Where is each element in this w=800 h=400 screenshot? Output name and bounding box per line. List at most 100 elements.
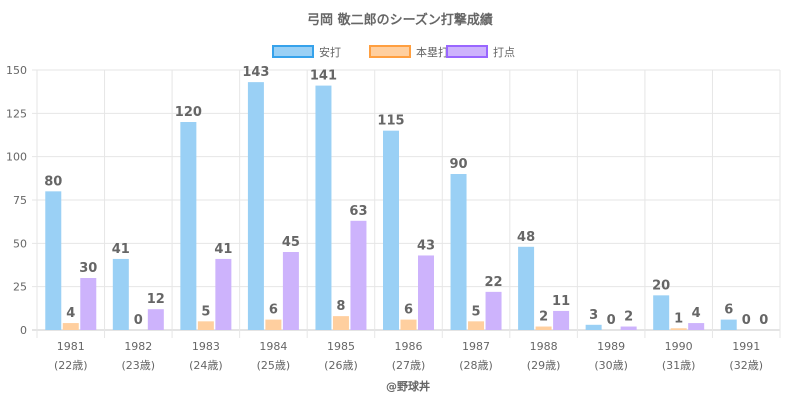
data-label: 41: [112, 242, 130, 257]
y-tick-label: 125: [6, 107, 27, 120]
x-tick-label: 1989: [597, 340, 625, 353]
bar-本塁打-1985: [332, 316, 349, 330]
data-label: 22: [484, 275, 502, 290]
bar-安打-1985: [315, 85, 332, 330]
bar-打点-1981: [80, 278, 97, 330]
data-label: 115: [377, 114, 404, 129]
data-label: 43: [417, 238, 435, 253]
bar-打点-1983: [215, 258, 232, 330]
x-tick-label: 1985: [327, 340, 355, 353]
bar-安打-1990: [653, 295, 670, 330]
x-tick-sublabel: (22歳): [54, 359, 88, 372]
bar-本塁打-1981: [62, 323, 79, 330]
data-label: 0: [742, 313, 751, 328]
data-label: 6: [269, 303, 278, 318]
data-label: 63: [349, 204, 367, 219]
data-label: 30: [79, 261, 97, 276]
x-tick-label: 1983: [192, 340, 220, 353]
x-tick-sublabel: (30歳): [594, 359, 628, 372]
bar-安打-1988: [518, 246, 535, 330]
x-tick-label: 1988: [530, 340, 558, 353]
legend-swatch-1: [369, 45, 411, 58]
data-label: 90: [449, 157, 467, 172]
x-tick-sublabel: (26歳): [324, 359, 358, 372]
data-label: 6: [404, 303, 413, 318]
data-label: 143: [242, 65, 269, 80]
x-tick-label: 1987: [462, 340, 490, 353]
bar-本塁打-1984: [265, 319, 282, 330]
legend-label-0: 安打: [319, 45, 341, 59]
bar-打点-1988: [553, 310, 570, 330]
data-label: 4: [66, 306, 75, 321]
data-label: 0: [134, 313, 143, 328]
bar-安打-1989: [585, 324, 602, 330]
bar-本塁打-1988: [535, 326, 552, 330]
bar-安打-1981: [45, 191, 62, 330]
credit-text: @野球丼: [386, 379, 430, 393]
data-label: 12: [147, 292, 165, 307]
bar-打点-1982: [147, 309, 164, 330]
bar-打点-1985: [350, 220, 367, 330]
bar-打点-1989: [620, 326, 637, 330]
y-axis: 0 25 50 75 100 125 150: [6, 64, 27, 337]
x-tick-sublabel: (31歳): [662, 359, 696, 372]
bar-本塁打-1990: [670, 328, 687, 330]
y-tick-label: 50: [13, 237, 27, 250]
chart-title: 弓岡 敬二郎のシーズン打撃成績: [307, 12, 493, 28]
y-tick-label: 100: [6, 151, 27, 164]
x-tick-label: 1990: [665, 340, 693, 353]
data-label: 5: [472, 304, 481, 319]
x-tick-sublabel: (24歳): [189, 359, 223, 372]
data-label: 0: [759, 313, 768, 328]
bar-本塁打-1986: [400, 319, 417, 330]
data-label: 141: [310, 69, 337, 84]
bar-打点-1984: [282, 252, 299, 330]
x-tick-label: 1984: [259, 340, 287, 353]
data-label: 2: [539, 310, 548, 325]
bar-打点-1987: [485, 291, 502, 330]
legend-label-2: 打点: [493, 45, 515, 59]
data-label: 1: [674, 311, 683, 326]
data-label: 48: [517, 230, 535, 245]
data-labels: 8043041012120541143645141863115643905224…: [44, 65, 768, 328]
x-tick-label: 1982: [124, 340, 152, 353]
bar-打点-1990: [688, 323, 705, 330]
x-tick-label: 1981: [57, 340, 85, 353]
data-label: 4: [692, 306, 701, 321]
bar-打点-1986: [418, 255, 434, 330]
x-tick-label: 1986: [395, 340, 423, 353]
legend: 安打 本塁打 打点: [272, 45, 515, 59]
data-label: 2: [624, 310, 633, 325]
bar-本塁打-1983: [197, 321, 214, 330]
data-label: 6: [724, 303, 733, 318]
x-tick-sublabel: (25歳): [257, 359, 291, 372]
data-label: 45: [282, 235, 300, 250]
data-label: 20: [652, 278, 670, 293]
bars: [45, 82, 737, 330]
x-tick-label: 1991: [732, 340, 760, 353]
data-label: 41: [214, 242, 232, 257]
y-tick-label: 75: [13, 194, 27, 207]
bar-本塁打-1987: [468, 321, 485, 330]
x-tick-sublabel: (27歳): [392, 359, 426, 372]
data-label: 8: [336, 299, 345, 314]
x-tick-sublabel: (29歳): [527, 359, 561, 372]
data-label: 120: [175, 105, 202, 120]
bar-安打-1986: [383, 130, 399, 330]
y-tick-label: 0: [20, 324, 27, 337]
grid: [32, 69, 781, 338]
bar-安打-1982: [112, 258, 129, 330]
legend-swatch-2: [446, 45, 488, 58]
data-label: 11: [552, 294, 570, 309]
y-tick-label: 150: [6, 64, 27, 77]
bar-安打-1984: [247, 82, 264, 330]
x-tick-sublabel: (32歳): [729, 359, 763, 372]
legend-swatch-0: [272, 45, 314, 58]
y-tick-label: 25: [13, 281, 27, 294]
x-axis: 1981 (22歳) 1982 (23歳) 1983 (24歳) 1984 (25歳) 1985…: [54, 340, 763, 372]
bar-安打-1983: [180, 122, 197, 330]
legend-label-1: 本塁打: [416, 45, 449, 59]
bar-安打-1987: [450, 174, 467, 330]
data-label: 0: [607, 313, 616, 328]
